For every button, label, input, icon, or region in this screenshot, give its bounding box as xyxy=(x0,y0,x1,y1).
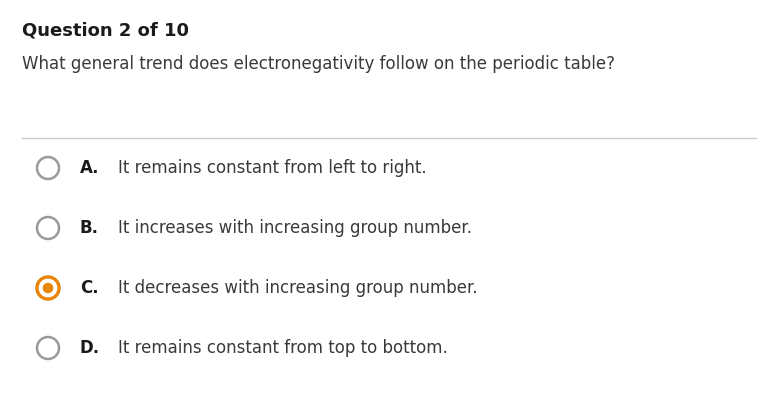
Text: A.: A. xyxy=(80,159,100,177)
Text: D.: D. xyxy=(80,339,100,357)
Text: B.: B. xyxy=(80,219,99,237)
Text: It remains constant from left to right.: It remains constant from left to right. xyxy=(118,159,426,177)
Circle shape xyxy=(44,283,53,293)
Text: C.: C. xyxy=(80,279,99,297)
Text: What general trend does electronegativity follow on the periodic table?: What general trend does electronegativit… xyxy=(22,55,615,73)
Text: It decreases with increasing group number.: It decreases with increasing group numbe… xyxy=(118,279,478,297)
Circle shape xyxy=(40,280,57,296)
Text: It increases with increasing group number.: It increases with increasing group numbe… xyxy=(118,219,472,237)
Text: Question 2 of 10: Question 2 of 10 xyxy=(22,22,189,40)
Text: It remains constant from top to bottom.: It remains constant from top to bottom. xyxy=(118,339,448,357)
